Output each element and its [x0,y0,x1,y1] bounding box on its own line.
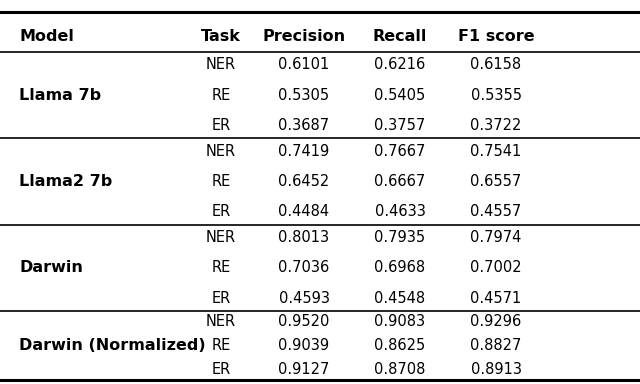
Text: RE: RE [211,338,230,353]
Text: 0.3722: 0.3722 [470,118,522,133]
Text: 0.9127: 0.9127 [278,362,330,377]
Text: 0.6968: 0.6968 [374,260,426,275]
Text: RE: RE [211,260,230,275]
Text: NER: NER [205,230,236,245]
Text: 0.6452: 0.6452 [278,174,330,189]
Text: 0.8913: 0.8913 [470,362,522,377]
Text: NER: NER [205,314,236,329]
Text: 0.7974: 0.7974 [470,230,522,245]
Text: Model: Model [19,29,74,44]
Text: ER: ER [211,204,230,219]
Text: 0.6216: 0.6216 [374,57,426,72]
Text: RE: RE [211,88,230,103]
Text: 0.4571: 0.4571 [470,291,522,306]
Text: 0.4633: 0.4633 [374,204,426,219]
Text: 0.9039: 0.9039 [278,338,330,353]
Text: 0.5405: 0.5405 [374,88,426,103]
Text: Llama2 7b: Llama2 7b [19,174,113,189]
Text: 0.3687: 0.3687 [278,118,330,133]
Text: 0.6158: 0.6158 [470,57,522,72]
Text: Task: Task [201,29,241,44]
Text: Darwin (Normalized): Darwin (Normalized) [19,338,206,353]
Text: NER: NER [205,144,236,159]
Text: 0.4557: 0.4557 [470,204,522,219]
Text: 0.8708: 0.8708 [374,362,426,377]
Text: ER: ER [211,118,230,133]
Text: Llama 7b: Llama 7b [19,88,101,103]
Text: 0.6667: 0.6667 [374,174,426,189]
Text: F1 score: F1 score [458,29,534,44]
Text: 0.9296: 0.9296 [470,314,522,329]
Text: 0.5305: 0.5305 [278,88,330,103]
Text: 0.8013: 0.8013 [278,230,330,245]
Text: NER: NER [205,57,236,72]
Text: 0.8827: 0.8827 [470,338,522,353]
Text: 0.7667: 0.7667 [374,144,426,159]
Text: 0.5355: 0.5355 [470,88,522,103]
Text: RE: RE [211,174,230,189]
Text: 0.7036: 0.7036 [278,260,330,275]
Text: 0.9083: 0.9083 [374,314,426,329]
Text: 0.6557: 0.6557 [470,174,522,189]
Text: ER: ER [211,291,230,306]
Text: 0.7419: 0.7419 [278,144,330,159]
Text: Precision: Precision [262,29,346,44]
Text: 0.7541: 0.7541 [470,144,522,159]
Text: 0.4484: 0.4484 [278,204,330,219]
Text: 0.4548: 0.4548 [374,291,426,306]
Text: 0.4593: 0.4593 [278,291,330,306]
Text: Darwin: Darwin [19,260,83,275]
Text: 0.8625: 0.8625 [374,338,426,353]
Text: 0.7002: 0.7002 [470,260,522,275]
Text: 0.7935: 0.7935 [374,230,426,245]
Text: Recall: Recall [373,29,427,44]
Text: 0.9520: 0.9520 [278,314,330,329]
Text: 0.3757: 0.3757 [374,118,426,133]
Text: ER: ER [211,362,230,377]
Text: 0.6101: 0.6101 [278,57,330,72]
